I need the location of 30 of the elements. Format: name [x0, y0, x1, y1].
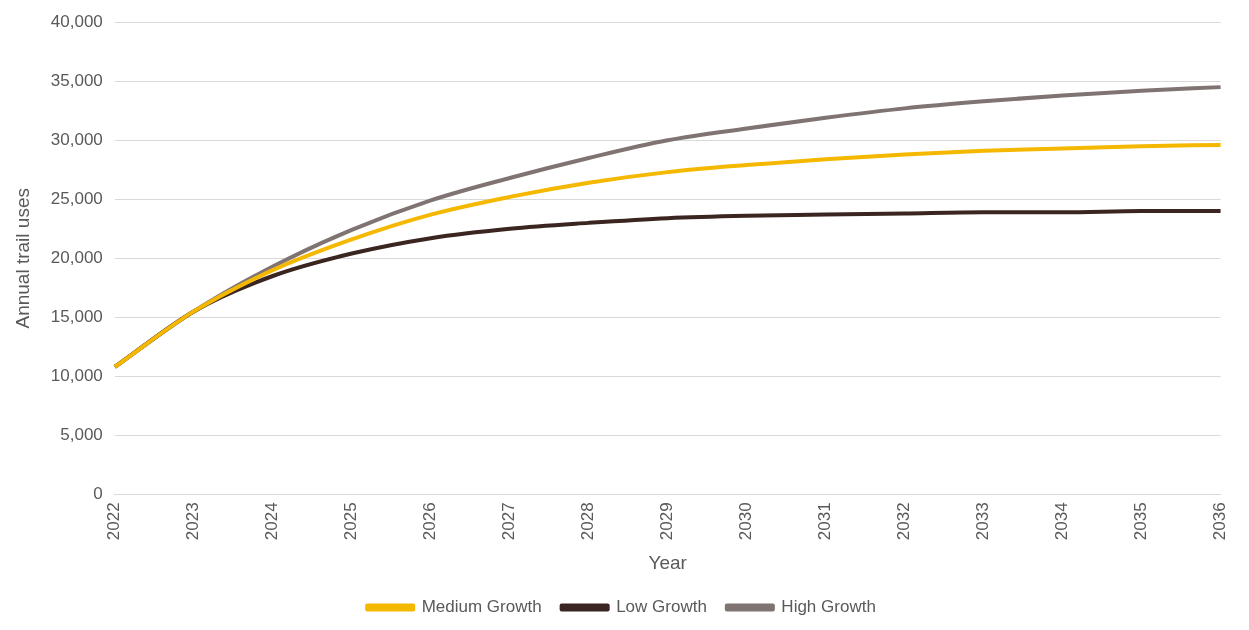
- y-tick-label: 35,000: [50, 70, 103, 90]
- y-tick-label: 30,000: [50, 129, 103, 149]
- x-tick-label: 2030: [736, 502, 756, 541]
- x-tick-label: 2029: [657, 502, 677, 541]
- x-tick-label: 2036: [1210, 502, 1230, 541]
- x-axis-title: Year: [648, 551, 688, 573]
- y-tick-label: 0: [93, 484, 103, 504]
- x-tick-label: 2024: [262, 502, 282, 541]
- x-tick-label: 2025: [341, 502, 361, 541]
- legend-label: High Growth: [781, 597, 876, 617]
- line-series: [112, 142, 1223, 369]
- y-tick-label: 15,000: [50, 307, 103, 326]
- y-tick-label: 20,000: [50, 247, 103, 267]
- x-tick-label: 2022: [104, 502, 124, 541]
- y-tick-label: 40,000: [50, 11, 103, 31]
- x-tick-label: 2026: [420, 502, 440, 541]
- x-tick-label: 2028: [578, 502, 598, 541]
- y-tick-label: 25,000: [50, 188, 103, 208]
- x-tick-label: 2023: [183, 502, 203, 541]
- x-tick-label: 2027: [499, 502, 519, 541]
- y-tick-label: 5,000: [60, 425, 103, 445]
- x-tick-label: 2034: [1052, 502, 1072, 541]
- y-axis-title: Annual trail uses: [11, 188, 33, 329]
- x-tick-label: 2033: [973, 502, 993, 541]
- legend-label: Low Growth: [616, 597, 707, 617]
- y-tick-label: 10,000: [50, 366, 103, 386]
- x-tick-label: 2031: [815, 502, 835, 541]
- legend-label: Medium Growth: [421, 597, 542, 617]
- x-tick-label: 2032: [894, 502, 914, 541]
- x-tick-label: 2035: [1131, 502, 1151, 541]
